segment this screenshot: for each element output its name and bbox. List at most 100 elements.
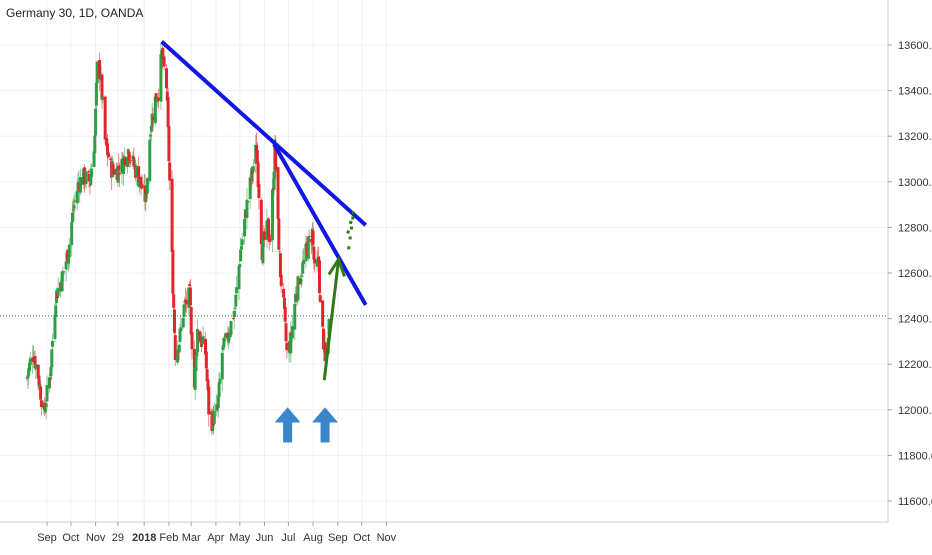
candle-body <box>278 251 282 253</box>
candle-body <box>78 177 82 193</box>
candle-body <box>229 321 233 335</box>
candle-body <box>53 314 57 339</box>
candle-body <box>238 264 242 268</box>
candle-body <box>315 260 319 267</box>
time-tick-label: 2018 <box>132 532 156 544</box>
candle-body <box>43 402 47 411</box>
candle-body <box>116 166 120 183</box>
candle-body <box>279 275 283 287</box>
candle-body <box>36 364 40 379</box>
candle-body <box>266 218 270 237</box>
candle-body <box>317 260 321 293</box>
up-arrow-shape <box>312 407 338 443</box>
time-tick-label: Oct <box>62 532 79 544</box>
up-arrow-icon <box>275 407 301 443</box>
candle-body <box>302 260 306 265</box>
candle-body <box>142 185 146 187</box>
candle-body <box>272 171 276 190</box>
candle-body <box>265 220 269 241</box>
candle-body <box>321 300 325 327</box>
candle-body <box>321 328 325 350</box>
candle-body <box>251 170 255 174</box>
candle-body <box>137 166 141 186</box>
time-tick-label: Oct <box>353 532 370 544</box>
candle-body <box>234 294 238 307</box>
candle-body <box>104 137 108 139</box>
candle-body <box>170 178 174 252</box>
candle-body <box>98 76 102 80</box>
candle-body <box>151 117 155 120</box>
candle-body <box>194 355 198 372</box>
candle-body <box>167 125 171 162</box>
candle-body <box>92 151 96 167</box>
candle-body <box>178 328 182 342</box>
candle-body <box>38 384 42 388</box>
candle-body <box>103 96 107 140</box>
candle-body <box>87 174 91 182</box>
time-tick-label: Nov <box>86 532 106 544</box>
candle-body <box>149 134 153 137</box>
candle-body <box>134 165 138 177</box>
candle-body <box>251 166 255 172</box>
candle-body <box>61 271 65 275</box>
candle-body <box>165 68 169 89</box>
candle-body <box>125 156 129 168</box>
candle-body <box>33 356 37 369</box>
candle-body <box>70 212 74 223</box>
candle-body <box>261 239 265 264</box>
candle-body <box>254 144 258 164</box>
candle-body <box>240 239 244 246</box>
candle-body <box>172 309 176 333</box>
candle-body <box>245 199 249 218</box>
time-tick-label: Sep <box>37 532 57 544</box>
candle-body <box>27 368 31 376</box>
candle-body <box>126 149 130 154</box>
candle-body <box>51 340 55 347</box>
candle-body <box>153 96 157 124</box>
candle-body <box>196 328 200 352</box>
candle-body <box>28 358 32 366</box>
candle-body <box>144 192 148 203</box>
trendline-upper <box>160 40 368 227</box>
candle-body <box>109 158 113 161</box>
candle-body <box>257 183 261 198</box>
candle-body <box>94 108 98 136</box>
candle-body <box>300 275 304 277</box>
candle-body <box>227 337 231 343</box>
candle-body <box>177 344 181 353</box>
projection-dotted-line <box>346 211 356 234</box>
price-tick-label: 12800.0 <box>898 222 932 234</box>
candle-body <box>93 135 97 153</box>
time-tick-label: Nov <box>377 532 397 544</box>
candle-body <box>62 271 66 273</box>
candle-body <box>50 349 54 368</box>
candle-body <box>318 295 322 303</box>
candle-body <box>145 178 149 194</box>
candle-body <box>106 143 110 155</box>
candle-body <box>56 288 60 296</box>
candle-body <box>195 352 199 357</box>
candle-body <box>290 326 294 339</box>
candle-body <box>267 234 271 242</box>
candle-body <box>70 222 74 246</box>
candle-body <box>259 199 263 245</box>
price-tick-label: 12000.0 <box>898 405 932 417</box>
candle-body <box>250 167 254 181</box>
projection-line <box>322 259 341 381</box>
candle-body <box>311 230 315 245</box>
candle-body <box>233 307 237 309</box>
candle-body <box>64 261 68 270</box>
candle-body <box>231 317 235 319</box>
candle-body <box>262 231 266 240</box>
candle-body <box>218 378 222 384</box>
up-arrow-icon <box>312 407 338 443</box>
candle-body <box>220 353 224 380</box>
price-tick-label: 11800.0 <box>898 450 932 462</box>
candle-body <box>166 97 170 128</box>
candle-body <box>162 56 166 67</box>
candle-body <box>226 332 230 340</box>
candle-body <box>304 244 308 262</box>
